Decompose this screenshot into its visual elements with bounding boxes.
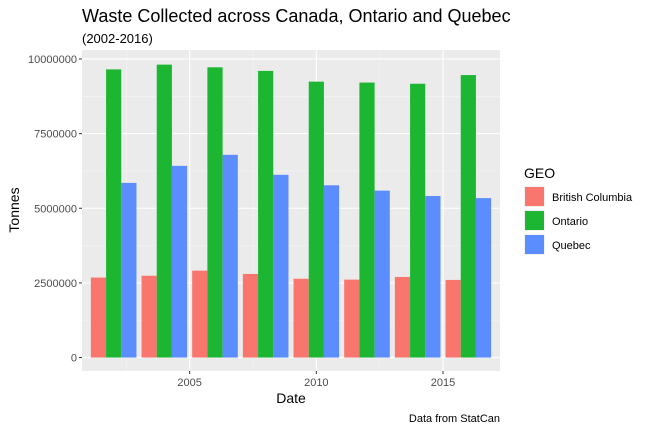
bar-british-columbia-2004 xyxy=(141,275,157,358)
legend-label-quebec: Quebec xyxy=(552,240,591,252)
bar-quebec-2016 xyxy=(475,198,492,358)
y-tick-label: 7500000 xyxy=(34,129,77,141)
y-axis-title: Tonnes xyxy=(6,187,22,232)
legend: GEO British Columbia Ontario Quebec xyxy=(524,165,633,255)
legend-label-ontario: Ontario xyxy=(552,216,588,228)
bar-british-columbia-2010 xyxy=(293,278,309,358)
bar-british-columbia-2014 xyxy=(394,276,411,358)
y-tick-label: 2500000 xyxy=(34,278,77,290)
y-tick-label: 10000000 xyxy=(28,54,77,66)
y-tick-label: 5000000 xyxy=(34,203,77,215)
bar-ontario-2012 xyxy=(359,82,375,358)
bar-ontario-2010 xyxy=(308,81,324,358)
bar-ontario-2014 xyxy=(410,83,426,358)
x-tick-label: 2015 xyxy=(431,377,455,389)
bar-quebec-2006 xyxy=(222,154,238,358)
chart-title: Waste Collected across Canada, Ontario a… xyxy=(82,6,511,26)
legend-label-british-columbia: British Columbia xyxy=(552,192,633,204)
legend-title: GEO xyxy=(524,165,555,181)
bar-british-columbia-2012 xyxy=(344,279,360,358)
bar-quebec-2010 xyxy=(323,185,340,358)
x-axis: 2005 2010 2015 xyxy=(177,371,455,389)
legend-items: British Columbia Ontario Quebec xyxy=(524,186,633,255)
y-tick-label: 0 xyxy=(71,353,77,365)
caption: Data from StatCan xyxy=(409,413,500,425)
x-axis-title: Date xyxy=(276,390,306,406)
bar-ontario-2002 xyxy=(106,69,122,358)
x-tick-label: 2005 xyxy=(177,377,201,389)
bar-ontario-2008 xyxy=(258,70,274,358)
bar-ontario-2004 xyxy=(156,64,172,358)
legend-swatch-ontario xyxy=(525,211,544,230)
legend-swatch-british-columbia xyxy=(525,187,544,206)
bar-ontario-2016 xyxy=(460,75,476,358)
bar-british-columbia-2002 xyxy=(90,277,107,358)
bar-quebec-2012 xyxy=(374,190,390,358)
bar-british-columbia-2008 xyxy=(242,273,259,358)
chart-subtitle: (2002-2016) xyxy=(82,31,153,46)
bar-british-columbia-2016 xyxy=(445,279,461,358)
bar-quebec-2004 xyxy=(171,165,188,358)
bar-quebec-2008 xyxy=(273,174,289,358)
y-axis: 0 2500000 5000000 7500000 10000000 xyxy=(28,54,82,365)
bar-quebec-2014 xyxy=(425,196,441,358)
bars xyxy=(90,64,492,358)
legend-swatch-quebec xyxy=(525,235,544,254)
bar-quebec-2002 xyxy=(121,182,137,358)
bar-british-columbia-2006 xyxy=(192,270,208,358)
bar-ontario-2006 xyxy=(207,67,223,358)
x-tick-label: 2010 xyxy=(304,377,328,389)
